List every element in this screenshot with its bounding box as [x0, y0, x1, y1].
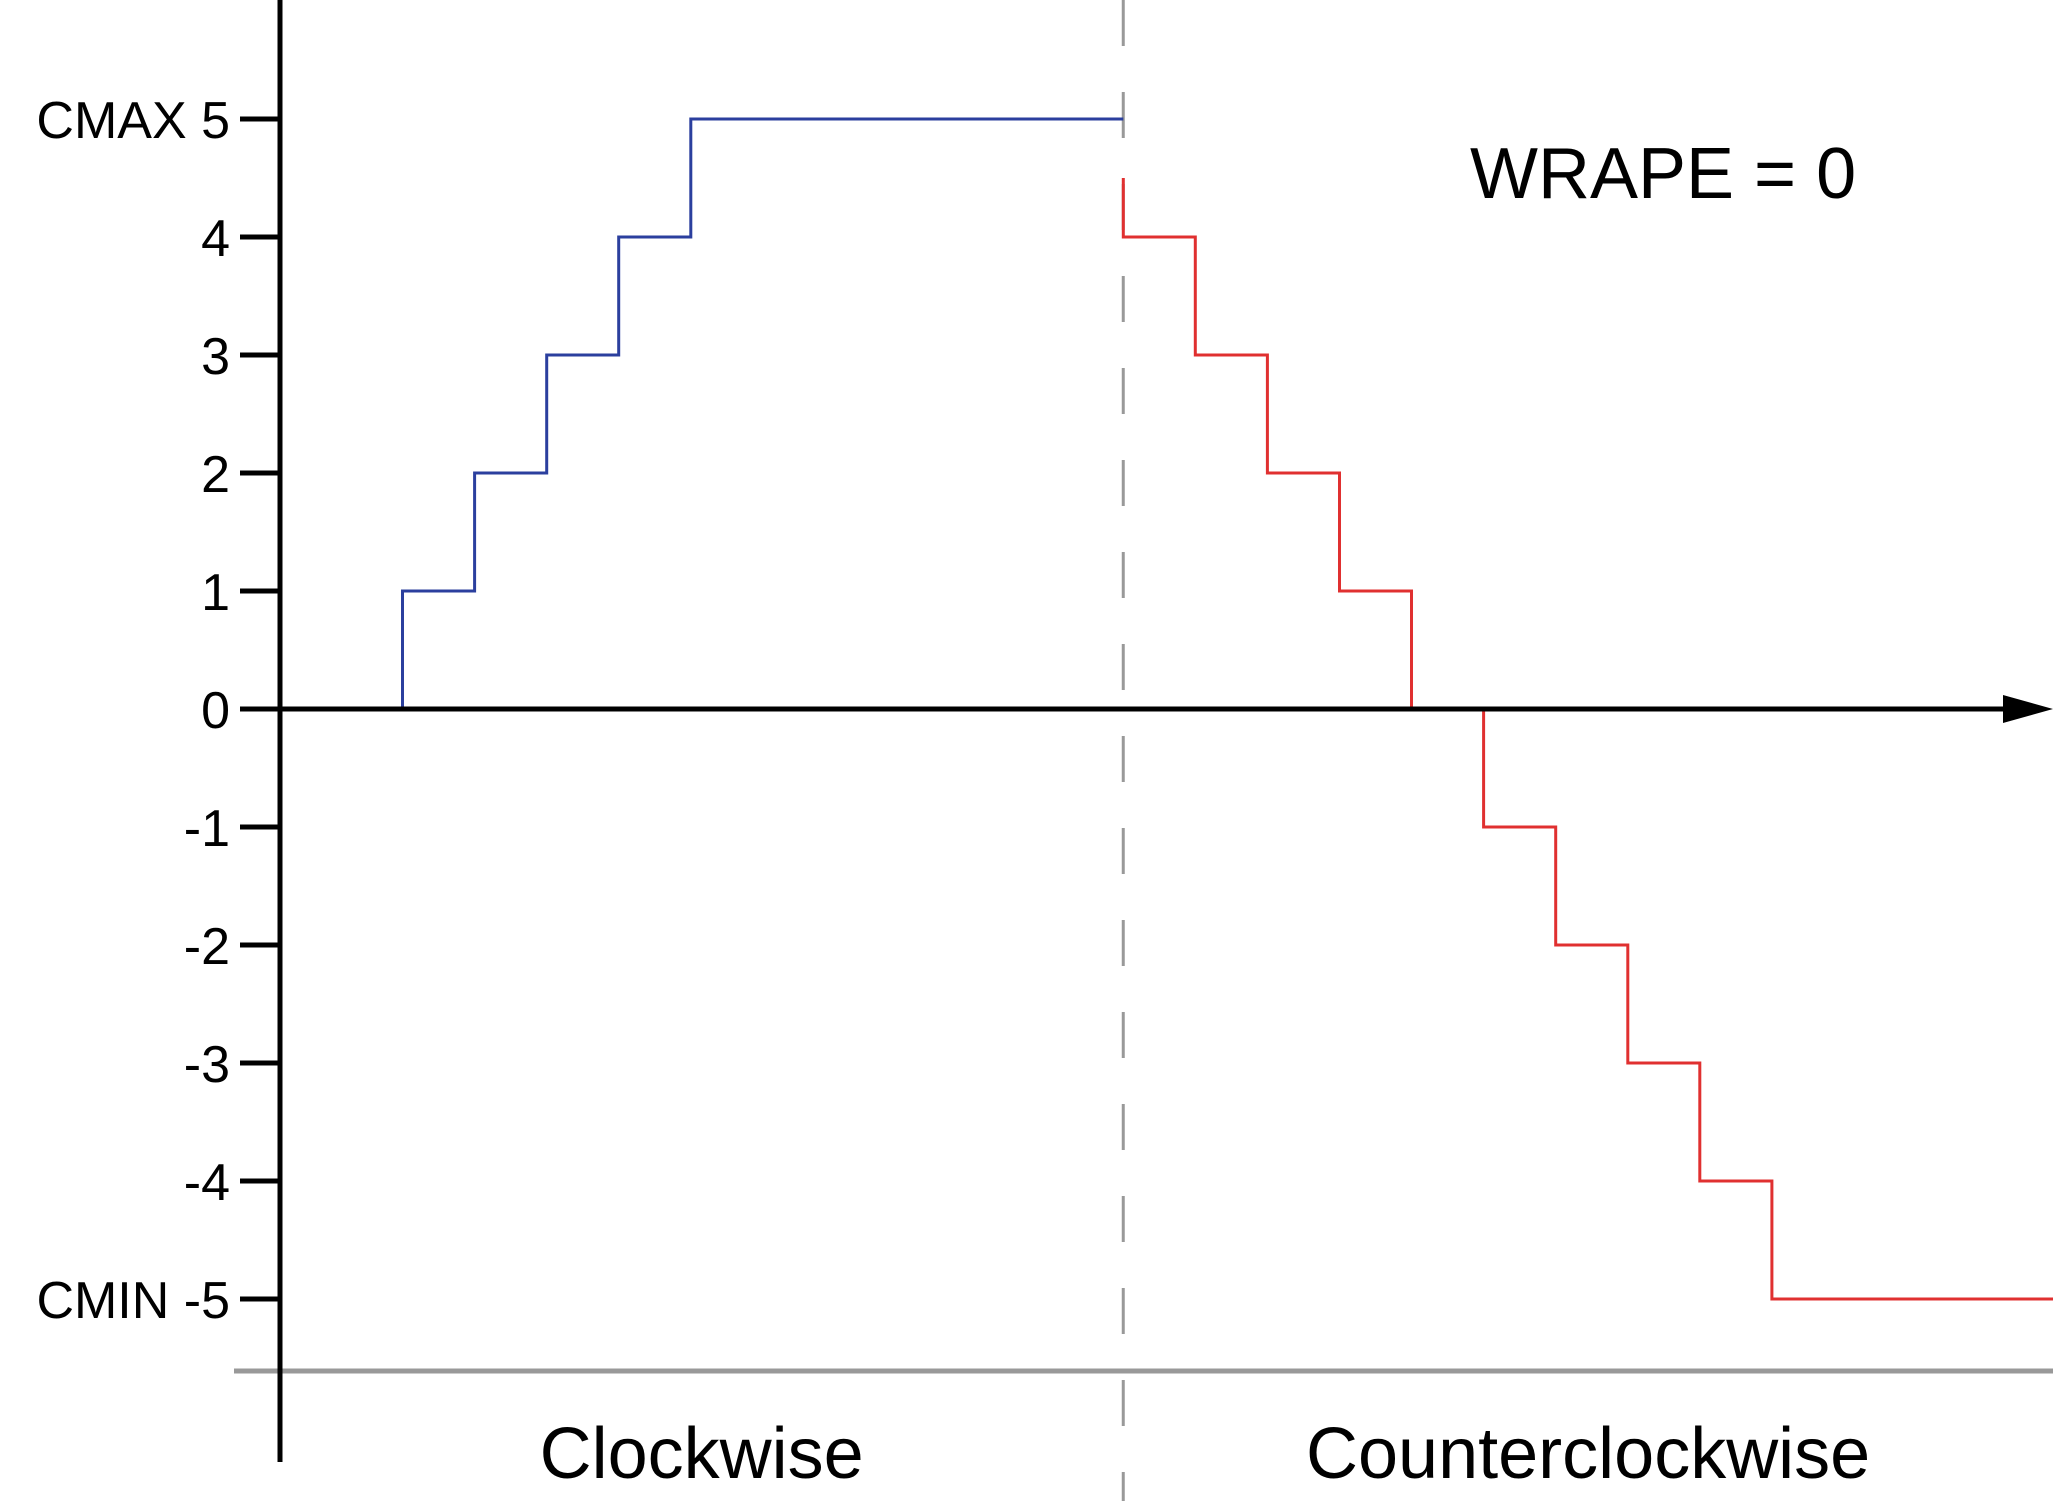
y-tick-label: 3 [201, 328, 230, 386]
x-axis-arrow [2003, 695, 2053, 723]
section-label-counterclockwise: Counterclockwise [1306, 1414, 1870, 1494]
section-label-clockwise: Clockwise [540, 1414, 864, 1494]
axes [240, 0, 2053, 1462]
y-tick-label: 1 [201, 564, 230, 622]
y-tick-label: 0 [201, 682, 230, 740]
chart-guides [234, 0, 2053, 1501]
y-tick-label: -4 [184, 1154, 230, 1212]
series-line-1 [401, 117, 1124, 709]
y-tick-label: -2 [184, 918, 230, 976]
y-tick-label: 2 [201, 446, 230, 504]
y-tick-label: 4 [201, 210, 230, 268]
series-line-2 [1121, 178, 1413, 709]
y-tick-label: -3 [184, 1036, 230, 1094]
y-tick-label: CMIN -5 [36, 1272, 230, 1330]
series-layer [401, 117, 2053, 1301]
y-tick-label: CMAX 5 [36, 92, 230, 150]
labels: WRAPE = 0 CMAX 5 4 3 2 1 0 -1 -2 -3 -4 CMIN -5 Cloc… [36, 92, 1870, 1494]
series-line-3 [1482, 709, 2053, 1301]
y-tick-label: -1 [184, 800, 230, 858]
wrape-annotation: WRAPE = 0 [1470, 134, 1856, 214]
